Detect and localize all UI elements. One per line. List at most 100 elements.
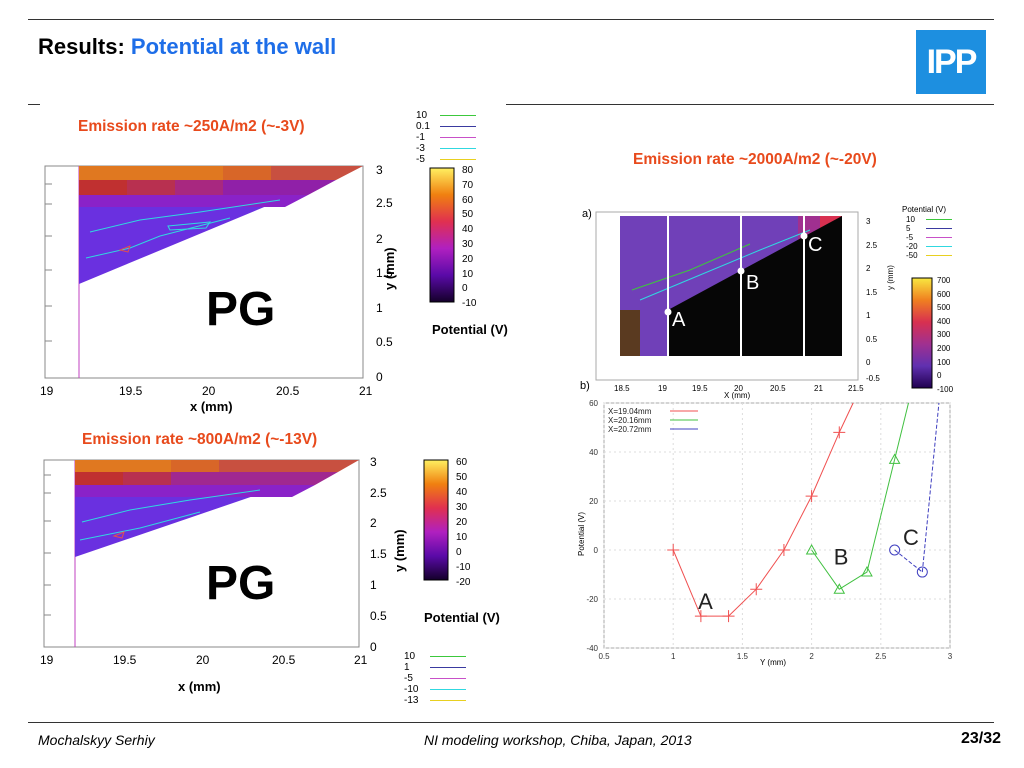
sub-rule-right <box>506 104 994 105</box>
legend-line <box>926 255 952 256</box>
legend-row: 10 <box>404 651 474 662</box>
colorbar-tick: 10 <box>456 532 468 543</box>
map3-cut-lines <box>664 216 808 356</box>
map2-contour <box>112 531 125 539</box>
x-tick-label: 1.5 <box>737 652 749 661</box>
y-tick-label: 0 <box>594 546 599 555</box>
map1-ytick: 0.5 <box>376 335 393 349</box>
legend-label: 10 <box>906 215 915 224</box>
colorbar-tick: 70 <box>462 179 474 191</box>
colorbar-1 <box>429 167 455 303</box>
map1-ylabel: y (mm) <box>382 247 397 290</box>
legend-line <box>430 656 466 657</box>
legend-line <box>440 115 476 116</box>
colorbar-tick: 30 <box>462 238 474 250</box>
legend-row: -5 <box>404 673 474 684</box>
map3-ylabel: y (mm) <box>886 265 895 290</box>
map2-cell <box>75 460 123 472</box>
data-point <box>833 583 846 594</box>
map3-xtick: 20.5 <box>770 384 786 393</box>
colorbar-tick: 300 <box>937 330 951 340</box>
title-prefix: Results: <box>38 34 125 59</box>
series-extension <box>921 402 940 573</box>
map2-ytick: 1 <box>370 578 377 592</box>
legend-entry-label: X=19.04mm <box>608 407 652 416</box>
map2-cell <box>171 472 338 485</box>
colorbar-tick: 500 <box>937 303 951 313</box>
map3-ytick: 2.5 <box>866 240 878 250</box>
map2-xlabel: x (mm) <box>178 679 221 694</box>
panel-b-label: b) <box>580 380 590 392</box>
map1-xlabel: x (mm) <box>190 399 233 414</box>
map2-xtick: 21 <box>354 653 368 667</box>
map2-cell <box>75 485 315 497</box>
map2-cell <box>75 472 123 485</box>
map1-xtick: 20 <box>202 384 216 398</box>
map1-contour <box>85 217 231 259</box>
map2-ylabel: y (mm) <box>392 529 407 572</box>
map1 <box>44 165 364 379</box>
map1-cell <box>175 180 223 195</box>
data-point <box>888 453 901 464</box>
legend-row: 0.1 <box>416 121 486 132</box>
contour-legend-2: 10 1 -5 -10 -13 <box>404 651 474 706</box>
map2-ytick: 0 <box>370 640 377 654</box>
legend-label: 0.1 <box>416 121 430 132</box>
legend-line <box>440 159 476 160</box>
legend-row: -5 <box>416 154 486 165</box>
legend-label: -1 <box>416 132 425 143</box>
map3-xtick: 21 <box>814 384 823 393</box>
map1-cell <box>223 180 336 195</box>
colorbar-tick: 50 <box>462 209 474 221</box>
y-tick-label: 60 <box>589 399 598 408</box>
colorbar-3-ticks: 700 600 500 400 300 200 100 0 -100 <box>937 274 953 396</box>
map3-contour <box>631 243 751 291</box>
top-rule <box>28 19 994 20</box>
legend-line <box>440 137 476 138</box>
map1-contour <box>89 199 281 233</box>
map3-xtick: 19 <box>658 384 667 393</box>
colorbar-tick: 40 <box>456 487 468 498</box>
colorbar-3 <box>911 277 933 389</box>
map2-cell <box>123 472 171 485</box>
colorbar-tick: 60 <box>456 457 468 468</box>
legend-label: -5 <box>416 154 425 165</box>
map2-ytick: 2 <box>370 516 377 530</box>
emission-label-2: Emission rate ~800A/m2 (~-13V) <box>82 431 318 448</box>
colorbar-tick: 0 <box>456 547 462 558</box>
pg-label-2: PG <box>206 557 276 610</box>
legend-label: 5 <box>906 224 911 233</box>
colorbar-2 <box>423 459 449 581</box>
map2-ytick: 1.5 <box>370 547 387 561</box>
map3-xlabel: X (mm) <box>724 391 751 400</box>
panel-a-label: a) <box>582 208 592 220</box>
legend-line <box>926 237 952 238</box>
legend-label: -13 <box>404 695 419 706</box>
data-point <box>750 583 763 596</box>
data-point <box>694 610 707 623</box>
legend-line <box>926 228 952 229</box>
legend-line <box>430 689 466 690</box>
contour-legend-3: 10 5 -5 -20 -50 <box>906 215 966 260</box>
x-tick-label: 0.5 <box>598 652 610 661</box>
colorbar-tick: 30 <box>456 502 468 513</box>
cut-label-c: C <box>808 234 823 256</box>
legend-line <box>926 246 952 247</box>
curve-label: B <box>834 545 849 570</box>
colorbar-tick: 400 <box>937 316 951 326</box>
data-point <box>861 566 873 577</box>
y-tick-label: 40 <box>589 448 598 457</box>
map3-ytick: 1 <box>866 311 871 320</box>
pg-label-1: PG <box>206 283 276 336</box>
colorbar-tick: 20 <box>456 517 468 528</box>
map1-cell <box>127 180 175 195</box>
map2-contour <box>79 511 201 541</box>
legend-row: -20 <box>906 242 966 251</box>
legend-label: 1 <box>404 662 410 673</box>
map1-ytick: 2.5 <box>376 196 393 210</box>
legend-row: 10 <box>416 110 486 121</box>
colorbar-tick: -20 <box>456 577 471 588</box>
legend-line <box>926 219 952 220</box>
map2-xtick: 19 <box>40 653 54 667</box>
map1-contour <box>167 221 211 231</box>
